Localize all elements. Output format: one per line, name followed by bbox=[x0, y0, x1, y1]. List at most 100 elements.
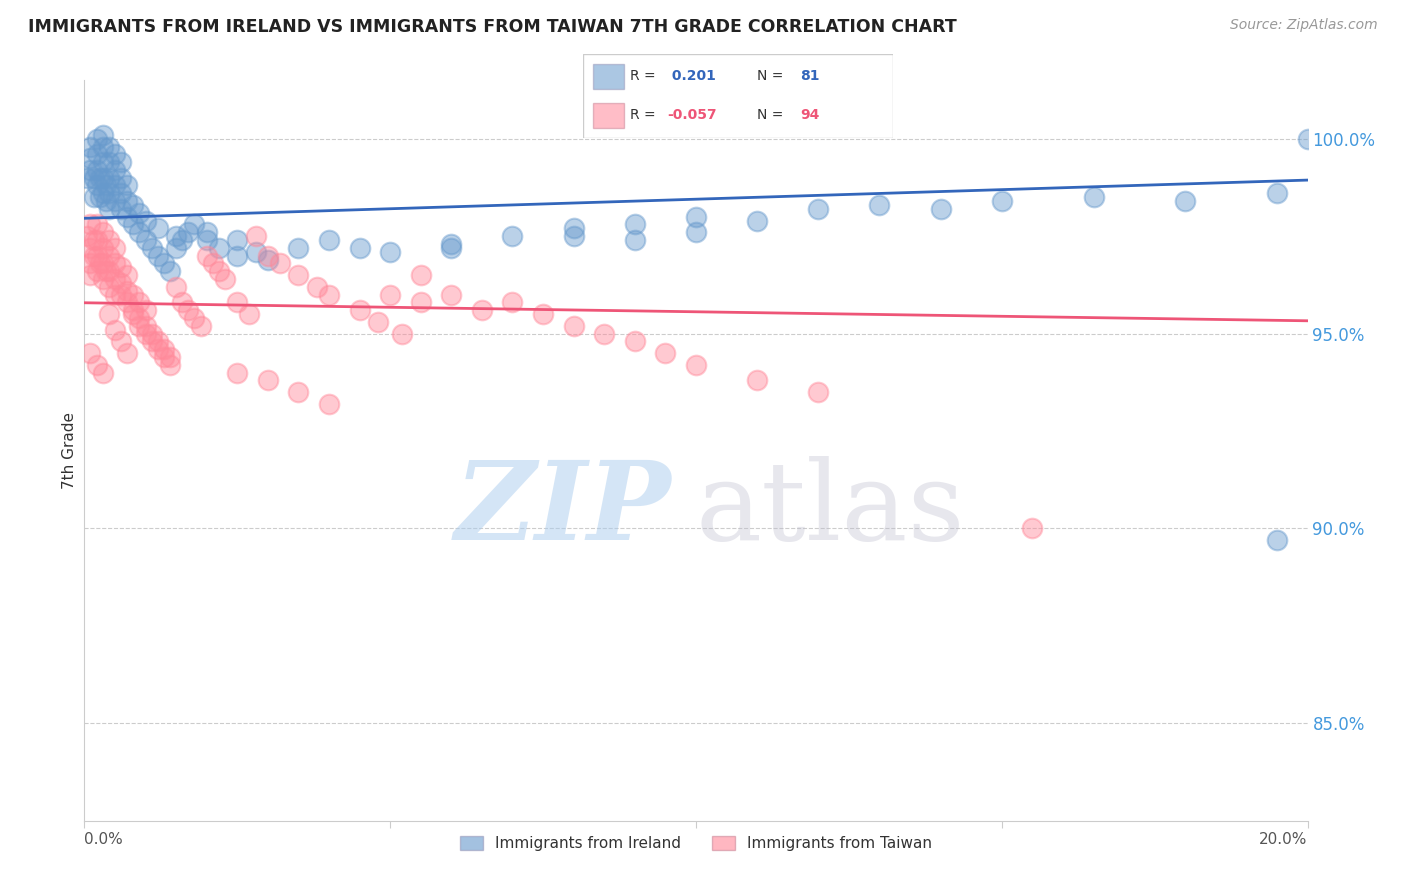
Point bbox=[128, 206, 150, 220]
Point bbox=[153, 256, 176, 270]
Point bbox=[869, 198, 891, 212]
Point bbox=[97, 280, 120, 294]
Point bbox=[104, 178, 127, 193]
Point bbox=[146, 342, 169, 356]
Point bbox=[141, 334, 163, 349]
Point bbox=[79, 256, 101, 270]
Point bbox=[562, 229, 585, 244]
Point bbox=[91, 366, 114, 380]
Point bbox=[91, 170, 114, 185]
Point bbox=[91, 225, 114, 239]
Point bbox=[172, 233, 194, 247]
Point bbox=[122, 307, 145, 321]
Point bbox=[141, 326, 163, 341]
Text: 20.0%: 20.0% bbox=[1260, 832, 1308, 847]
Point bbox=[91, 155, 114, 169]
Point bbox=[135, 303, 157, 318]
Point bbox=[83, 190, 105, 204]
Point bbox=[245, 229, 267, 244]
Point bbox=[89, 190, 111, 204]
Point bbox=[1174, 194, 1197, 208]
Point bbox=[245, 244, 267, 259]
Point bbox=[562, 221, 585, 235]
Text: Source: ZipAtlas.com: Source: ZipAtlas.com bbox=[1230, 18, 1378, 32]
Point bbox=[115, 295, 138, 310]
Point bbox=[409, 295, 432, 310]
Point bbox=[318, 397, 340, 411]
Point bbox=[409, 268, 432, 282]
Point bbox=[104, 241, 127, 255]
Point bbox=[165, 241, 187, 255]
Point bbox=[593, 326, 616, 341]
Point bbox=[97, 249, 120, 263]
Point bbox=[440, 287, 463, 301]
Point bbox=[128, 295, 150, 310]
Point bbox=[91, 186, 114, 201]
Bar bbox=[593, 63, 624, 89]
Point bbox=[91, 241, 114, 255]
Point bbox=[226, 366, 249, 380]
Point bbox=[79, 346, 101, 360]
Point bbox=[110, 202, 132, 216]
Point bbox=[91, 128, 114, 142]
Text: atlas: atlas bbox=[696, 456, 966, 563]
Point bbox=[159, 358, 181, 372]
Point bbox=[208, 264, 231, 278]
Text: ZIP: ZIP bbox=[456, 456, 672, 564]
Point bbox=[685, 210, 707, 224]
Bar bbox=[593, 103, 624, 128]
Point bbox=[97, 155, 120, 169]
Point bbox=[214, 272, 236, 286]
Point bbox=[135, 213, 157, 227]
Point bbox=[76, 229, 98, 244]
Point bbox=[257, 249, 280, 263]
Point bbox=[747, 213, 769, 227]
Point bbox=[440, 236, 463, 251]
Point bbox=[380, 287, 402, 301]
Point bbox=[807, 384, 830, 399]
Point bbox=[226, 233, 249, 247]
Text: 0.0%: 0.0% bbox=[84, 832, 124, 847]
Point bbox=[807, 202, 830, 216]
Point bbox=[318, 233, 340, 247]
Point bbox=[83, 170, 105, 185]
Point bbox=[110, 334, 132, 349]
Point bbox=[391, 326, 413, 341]
Point bbox=[86, 358, 108, 372]
Point bbox=[654, 346, 676, 360]
Text: N =: N = bbox=[756, 109, 783, 122]
Text: 0.201: 0.201 bbox=[666, 70, 716, 83]
Point bbox=[110, 186, 132, 201]
Text: N =: N = bbox=[756, 70, 783, 83]
Point bbox=[86, 233, 108, 247]
Point bbox=[146, 334, 169, 349]
Point bbox=[104, 194, 127, 208]
Point bbox=[128, 318, 150, 333]
Point bbox=[531, 307, 554, 321]
Text: 81: 81 bbox=[800, 70, 820, 83]
Point bbox=[110, 170, 132, 185]
Point bbox=[195, 233, 218, 247]
Point bbox=[79, 241, 101, 255]
Point bbox=[177, 225, 200, 239]
Point bbox=[153, 350, 176, 364]
Point bbox=[115, 284, 138, 298]
Point bbox=[1265, 186, 1288, 201]
Point bbox=[562, 318, 585, 333]
Point bbox=[685, 358, 707, 372]
Point bbox=[115, 194, 138, 208]
Point bbox=[86, 162, 108, 177]
Point bbox=[502, 295, 524, 310]
Point bbox=[110, 276, 132, 290]
Point bbox=[97, 233, 120, 247]
Point bbox=[165, 229, 187, 244]
Point bbox=[929, 202, 952, 216]
Point bbox=[104, 147, 127, 161]
Point bbox=[122, 303, 145, 318]
Point bbox=[287, 384, 309, 399]
Point bbox=[208, 241, 231, 255]
Point bbox=[201, 256, 224, 270]
Point bbox=[76, 170, 98, 185]
Point bbox=[471, 303, 494, 318]
Point bbox=[86, 178, 108, 193]
